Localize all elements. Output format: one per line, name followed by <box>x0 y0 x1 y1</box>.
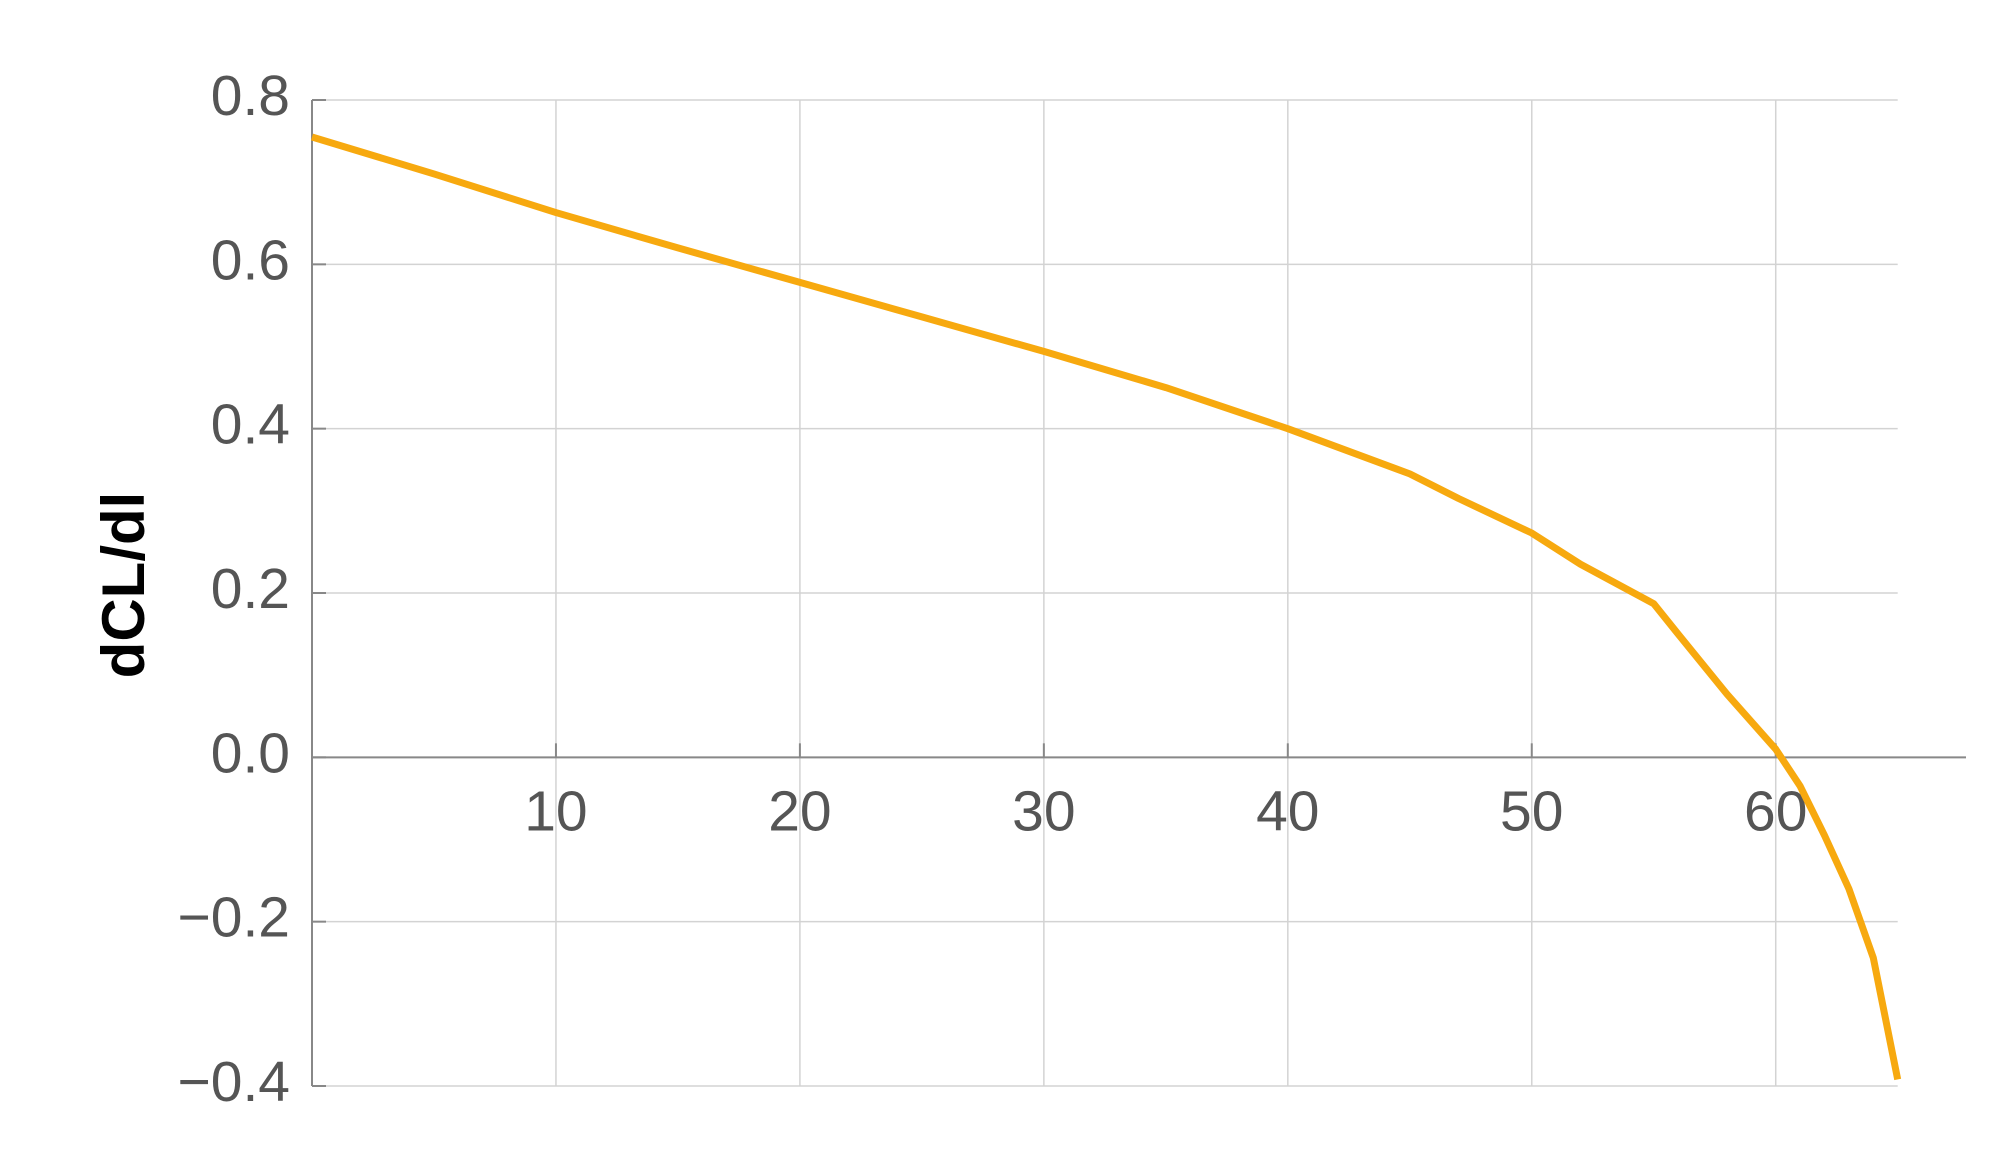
x-tick-label: 40 <box>1256 779 1319 843</box>
x-tick-label: 20 <box>768 779 831 843</box>
y-tick-label: 0.4 <box>211 393 290 457</box>
data-line <box>310 133 1902 1081</box>
y-axis-label: dCL/dl <box>90 492 157 679</box>
y-tick-label: 0.0 <box>211 721 290 785</box>
x-tick-label: 60 <box>1744 779 1807 843</box>
y-tick-label: 0.8 <box>211 64 290 128</box>
y-tick-label: 0.6 <box>211 228 290 292</box>
x-tick-label: 30 <box>1012 779 1075 843</box>
y-tick-label: −0.4 <box>177 1050 290 1114</box>
y-tick-label: −0.2 <box>177 886 290 950</box>
x-tick-label: 10 <box>524 779 587 843</box>
x-tick-label: 50 <box>1500 779 1563 843</box>
y-tick-label: 0.2 <box>211 557 290 621</box>
